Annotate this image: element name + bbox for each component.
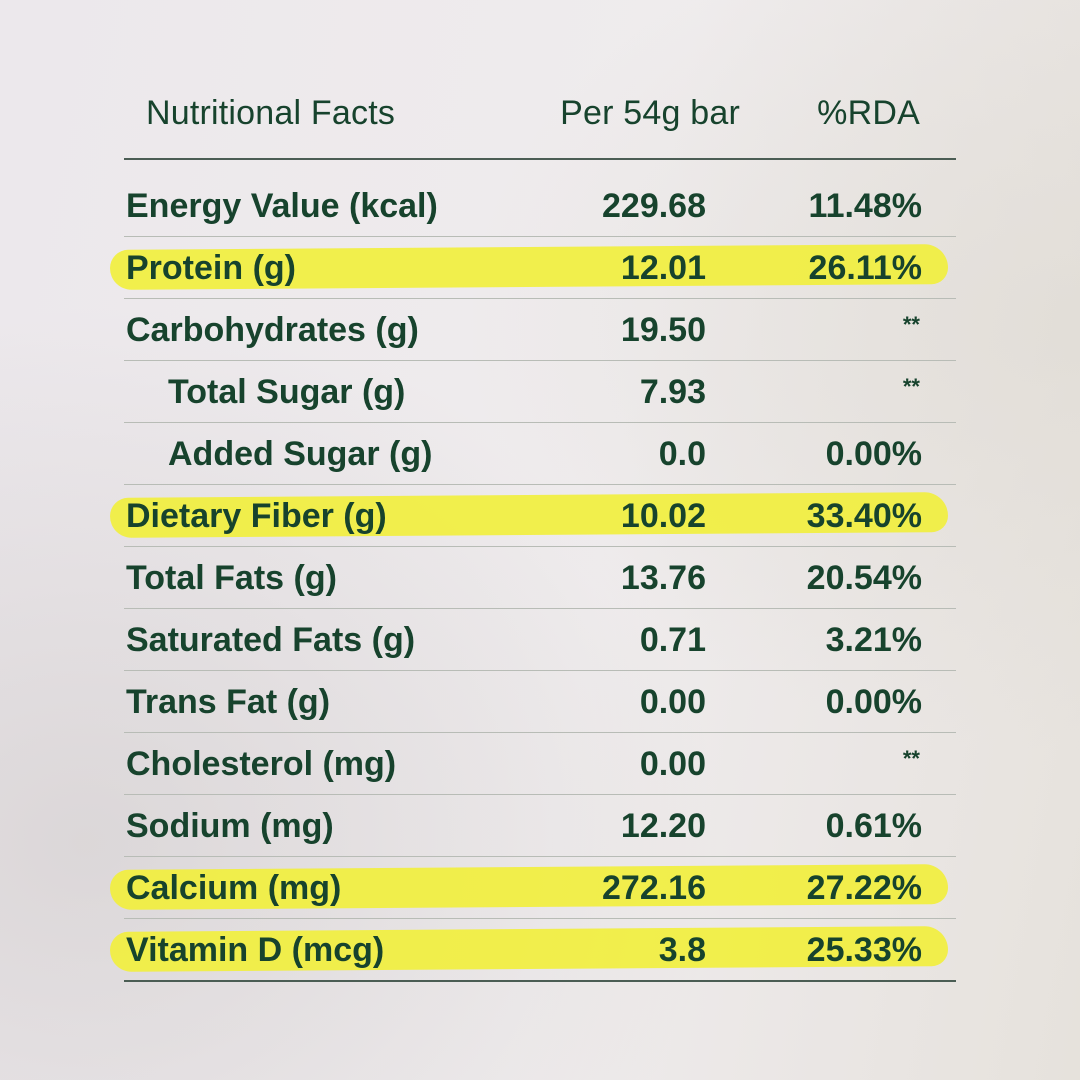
nutrient-label: Energy Value (kcal) bbox=[126, 187, 438, 225]
nutrient-rda: 11.48% bbox=[808, 187, 922, 225]
nutrient-amount: 0.71 bbox=[639, 621, 706, 659]
nutrient-label: Cholesterol (mg) bbox=[126, 745, 397, 783]
table-row: Trans Fat (g) 0.00 0.00% bbox=[124, 671, 956, 733]
nutrient-amount: 13.76 bbox=[620, 559, 706, 597]
nutrient-rda: 25.33% bbox=[806, 931, 922, 969]
nutrient-amount: 12.01 bbox=[620, 249, 706, 287]
nutrient-amount: 7.93 bbox=[639, 373, 706, 411]
nutrient-rda: 27.22% bbox=[806, 869, 922, 907]
nutrient-amount: 3.8 bbox=[658, 931, 706, 969]
table-row: Cholesterol (mg) 0.00 ** bbox=[124, 733, 956, 795]
nutrient-label: Added Sugar (g) bbox=[168, 435, 433, 473]
nutrient-amount: 0.00 bbox=[639, 745, 706, 783]
nutrient-label: Saturated Fats (g) bbox=[126, 621, 416, 659]
nutrient-amount: 229.68 bbox=[602, 187, 706, 225]
nutrient-label: Total Sugar (g) bbox=[168, 373, 406, 411]
table-row: Total Sugar (g) 7.93 ** bbox=[124, 361, 956, 423]
table-row: Vitamin D (mcg) 3.8 25.33% bbox=[110, 919, 956, 982]
nutrient-label: Calcium (mg) bbox=[126, 869, 342, 907]
nutrient-label: Total Fats (g) bbox=[126, 559, 337, 597]
table-row: Sodium (mg) 12.20 0.61% bbox=[124, 795, 956, 857]
nutrient-label: Vitamin D (mcg) bbox=[126, 931, 385, 969]
nutrient-rda: 26.11% bbox=[808, 249, 922, 287]
nutrient-rda: ** bbox=[902, 746, 920, 771]
nutrient-label: Dietary Fiber (g) bbox=[126, 497, 387, 535]
nutrient-rda: 20.54% bbox=[806, 559, 922, 597]
nutrient-amount: 19.50 bbox=[620, 311, 706, 349]
nutrient-rda: 3.21% bbox=[825, 621, 922, 659]
table-row: Added Sugar (g) 0.0 0.00% bbox=[124, 423, 956, 485]
header-per-serving: Per 54g bar bbox=[560, 94, 740, 132]
nutrient-rda: ** bbox=[902, 312, 920, 337]
nutrient-amount: 0.00 bbox=[639, 683, 706, 721]
header-rda: %RDA bbox=[817, 94, 920, 132]
nutrient-amount: 12.20 bbox=[620, 807, 706, 845]
table-row: Carbohydrates (g) 19.50 ** bbox=[124, 299, 956, 361]
table-body: Energy Value (kcal) 229.68 11.48% Protein (… bbox=[110, 160, 956, 982]
nutrient-rda: 0.00% bbox=[825, 683, 922, 721]
nutrition-table: Nutritional Facts Per 54g bar %RDA Energ… bbox=[110, 86, 956, 982]
table-row: Dietary Fiber (g) 10.02 33.40% bbox=[110, 485, 956, 547]
nutrient-amount: 10.02 bbox=[620, 497, 706, 535]
nutrient-label: Protein (g) bbox=[126, 249, 296, 287]
nutrient-amount: 0.0 bbox=[658, 435, 706, 473]
nutrient-amount: 272.16 bbox=[602, 869, 706, 907]
nutrient-label: Sodium (mg) bbox=[126, 807, 334, 845]
nutrient-rda: 33.40% bbox=[806, 497, 922, 535]
nutrient-label: Carbohydrates (g) bbox=[126, 311, 419, 349]
table-row: Energy Value (kcal) 229.68 11.48% bbox=[124, 160, 956, 237]
nutrient-rda: 0.61% bbox=[825, 807, 922, 845]
table-row: Saturated Fats (g) 0.71 3.21% bbox=[124, 609, 956, 671]
nutrient-rda: ** bbox=[902, 374, 920, 399]
nutrient-label: Trans Fat (g) bbox=[126, 683, 331, 721]
table-header: Nutritional Facts Per 54g bar %RDA bbox=[124, 86, 956, 160]
table-row: Calcium (mg) 272.16 27.22% bbox=[110, 857, 956, 919]
table-row: Total Fats (g) 13.76 20.54% bbox=[124, 547, 956, 609]
table-row: Protein (g) 12.01 26.11% bbox=[110, 237, 956, 299]
nutrient-rda: 0.00% bbox=[825, 435, 922, 473]
header-nutritional-facts: Nutritional Facts bbox=[146, 94, 396, 132]
